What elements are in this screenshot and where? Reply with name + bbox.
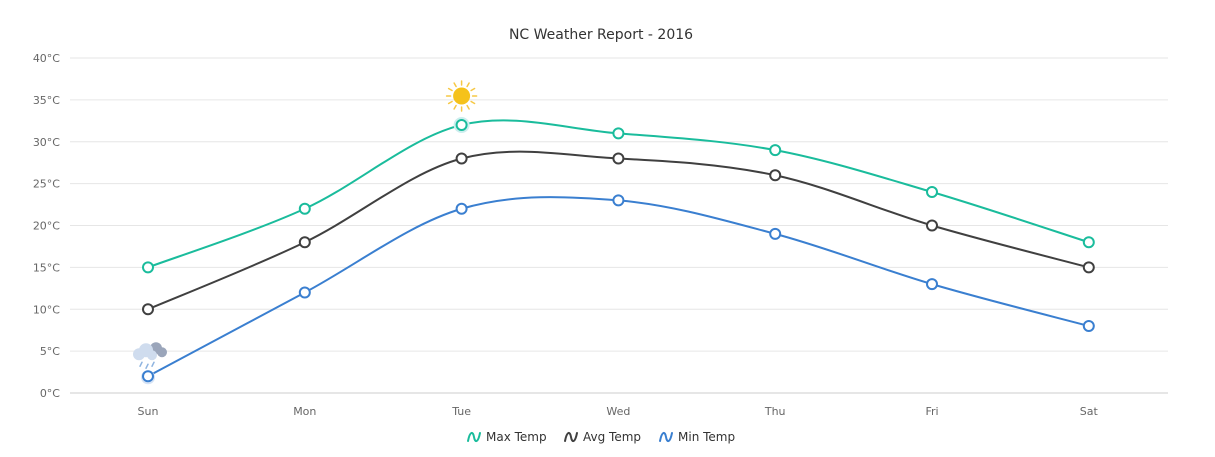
sun-ray: [447, 100, 453, 105]
light-cloud-puff: [147, 350, 157, 361]
legend-swatch-min-temp: [659, 431, 673, 443]
y-tick-label: 35°C: [33, 94, 60, 107]
legend-swatch-avg-temp: [564, 431, 578, 443]
rain-drop: [151, 361, 155, 367]
rain-drop: [139, 361, 143, 367]
x-tick-label-fri: Fri: [925, 405, 938, 418]
point-max-temp-thu: [769, 144, 782, 157]
point-avg-temp-wed: [612, 152, 625, 165]
point-min-temp-fri: [926, 278, 938, 291]
y-tick-label: 5°C: [40, 345, 60, 358]
chart-title: NC Weather Report - 2016: [509, 27, 693, 43]
sun-ray: [453, 104, 457, 110]
point-min-temp-sun: [142, 370, 154, 383]
y-tick-label: 40°C: [33, 52, 60, 65]
legend-label-min-temp: Min Temp: [678, 430, 735, 444]
y-tick-label: 25°C: [33, 178, 60, 191]
x-axis-ticks: Sun Mon Tue Wed Thu Fri Sat: [138, 405, 1099, 418]
point-max-temp-fri: [926, 186, 938, 198]
y-tick-label: 10°C: [33, 303, 60, 316]
y-axis-ticks: 0°C 5°C 10°C 15°C 20°C 25°C 30°C 35°C 40°C: [33, 52, 60, 400]
grid-lines: [70, 57, 1168, 394]
sun-ray: [470, 100, 476, 105]
sun-disc: [453, 87, 471, 105]
point-max-temp-sun: [142, 261, 154, 274]
point-max-temp-sat: [1082, 236, 1095, 249]
y-tick-label: 20°C: [33, 220, 60, 233]
line-max-temp: [147, 119, 1090, 269]
point-min-temp-wed: [612, 194, 625, 207]
series-points: [142, 119, 1095, 383]
point-min-temp-thu: [769, 227, 782, 240]
x-tick-label-wed: Wed: [606, 405, 630, 418]
sun-ray: [466, 104, 470, 110]
x-tick-label-sun: Sun: [138, 405, 159, 418]
legend-item-avg-temp: Avg Temp: [564, 430, 641, 444]
point-min-temp-sat: [1082, 320, 1095, 332]
y-tick-label: 0°C: [40, 387, 60, 400]
sun-ray: [470, 87, 476, 92]
legend-swatch-max-temp: [467, 431, 481, 443]
point-max-temp-mon: [298, 202, 311, 215]
x-tick-label-sat: Sat: [1080, 405, 1099, 418]
point-max-temp-wed: [612, 127, 625, 140]
point-avg-temp-fri: [926, 219, 938, 232]
legend-label-max-temp: Max Temp: [486, 430, 547, 444]
line-min-temp: [147, 196, 1090, 378]
point-avg-temp-tue: [455, 152, 468, 165]
legend: Max Temp Avg Temp Min Temp: [467, 430, 735, 444]
x-tick-label-thu: Thu: [764, 405, 786, 418]
legend-item-min-temp: Min Temp: [659, 430, 735, 444]
legend-item-max-temp: Max Temp: [467, 430, 547, 444]
point-avg-temp-sun: [142, 303, 154, 316]
point-max-temp-tue: [455, 119, 468, 131]
weather-icons: [133, 80, 478, 385]
sun-ray: [466, 82, 470, 88]
point-avg-temp-mon: [298, 236, 311, 249]
sun-ray: [447, 87, 453, 92]
point-avg-temp-sat: [1082, 261, 1095, 274]
sun-ray: [453, 82, 457, 88]
line-avg-temp: [147, 150, 1090, 311]
y-tick-label: 15°C: [33, 261, 60, 274]
rain-drop: [145, 363, 149, 369]
legend-label-avg-temp: Avg Temp: [583, 430, 641, 444]
dark-cloud-puff: [157, 347, 167, 358]
x-tick-label-tue: Tue: [451, 405, 471, 418]
y-tick-label: 30°C: [33, 136, 60, 149]
x-tick-label-mon: Mon: [293, 405, 316, 418]
point-min-temp-tue: [455, 202, 468, 215]
point-min-temp-mon: [298, 286, 311, 299]
point-avg-temp-thu: [769, 169, 782, 182]
